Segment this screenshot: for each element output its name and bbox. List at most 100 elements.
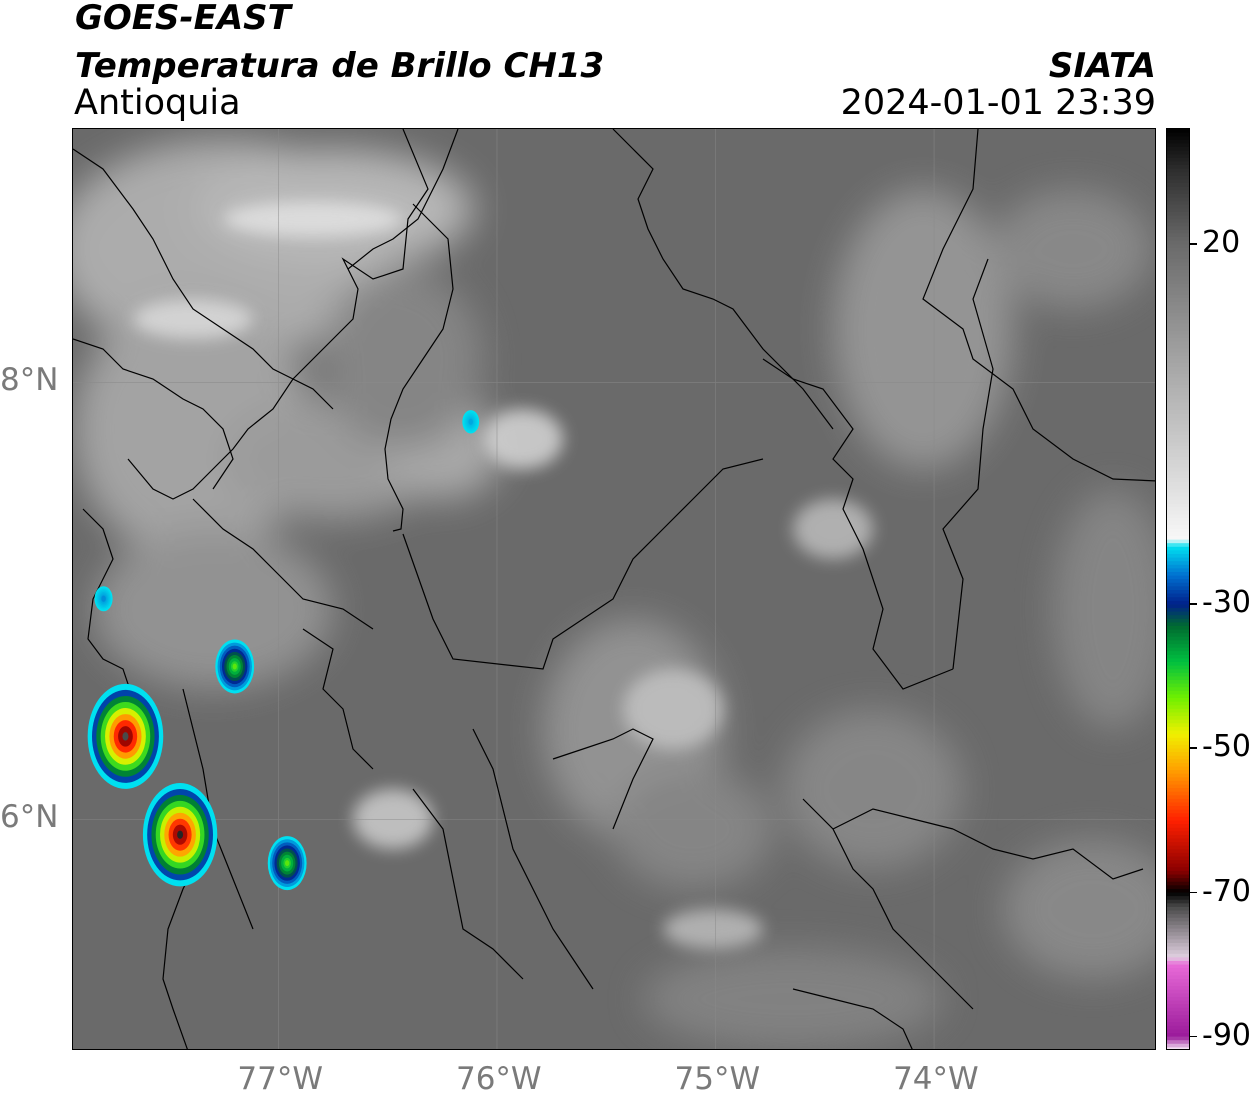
colorbar-segment xyxy=(1167,993,1189,998)
colorbar-segment xyxy=(1167,204,1189,210)
colorbar-segment xyxy=(1167,550,1189,555)
colorbar-segment xyxy=(1167,348,1189,354)
colorbar-segment xyxy=(1167,510,1189,516)
colorbar-segment xyxy=(1167,258,1189,264)
lon-tick-label: 74°W xyxy=(893,1061,979,1097)
convective-cell xyxy=(142,783,218,887)
colorbar-segment xyxy=(1167,777,1189,782)
colorbar-segment xyxy=(1167,1011,1189,1016)
colorbar-segment xyxy=(1167,557,1189,563)
colorbar-tick-label: 20 xyxy=(1202,225,1241,261)
colorbar-segment xyxy=(1167,352,1189,357)
colorbar-segment xyxy=(1167,471,1189,476)
colorbar-segment xyxy=(1167,517,1189,523)
colorbar-segment xyxy=(1167,521,1189,527)
colorbar-segment xyxy=(1167,845,1189,851)
colorbar-segment xyxy=(1167,147,1189,152)
colorbar-segment xyxy=(1167,910,1189,916)
colorbar-segment xyxy=(1167,788,1189,793)
colorbar-segment xyxy=(1167,820,1189,826)
colorbar-segment xyxy=(1167,460,1189,465)
colorbar-segment xyxy=(1167,208,1189,213)
colorbar-segment xyxy=(1167,658,1189,664)
colorbar-segment xyxy=(1167,298,1189,303)
colorbar-segment xyxy=(1167,388,1189,393)
colorbar-segment xyxy=(1167,287,1189,293)
convective-cell xyxy=(87,683,164,789)
cell-contour xyxy=(177,830,184,839)
colorbar-segment xyxy=(1167,892,1189,898)
colorbar-segment xyxy=(1167,179,1189,185)
temperature-colorbar xyxy=(1166,128,1190,1050)
colorbar-segment xyxy=(1167,708,1189,714)
colorbar-segment xyxy=(1167,784,1189,790)
colorbar-segment xyxy=(1167,888,1189,894)
colorbar-segment xyxy=(1167,172,1189,177)
colorbar-segment xyxy=(1167,568,1189,573)
colorbar-segment xyxy=(1167,773,1189,779)
colorbar-segment xyxy=(1167,215,1189,221)
colorbar-segment xyxy=(1167,1047,1189,1049)
colorbar-segment xyxy=(1167,312,1189,318)
colorbar-segment xyxy=(1167,611,1189,617)
colorbar-segment xyxy=(1167,878,1189,883)
colorbar-segment xyxy=(1167,535,1189,541)
colorbar-segment xyxy=(1167,139,1189,145)
colorbar-segment xyxy=(1167,712,1189,718)
colorbar-segment xyxy=(1167,269,1189,275)
colorbar-segment xyxy=(1167,986,1189,991)
colorbar-segment xyxy=(1167,867,1189,872)
colorbar-segment xyxy=(1167,935,1189,941)
colorbar-segment xyxy=(1167,1014,1189,1020)
colorbar-segment xyxy=(1167,813,1189,818)
colorbar-segment xyxy=(1167,586,1189,591)
colorbar-tick-label: -90 xyxy=(1202,1017,1251,1053)
colorbar-segment xyxy=(1167,816,1189,822)
colorbar-segment xyxy=(1167,456,1189,462)
colorbar-segment xyxy=(1167,622,1189,628)
colorbar-segment xyxy=(1167,744,1189,750)
lat-tick-label: 8°N xyxy=(0,362,59,399)
colorbar-segment xyxy=(1167,752,1189,757)
timestamp-label: 2024-01-01 23:39 xyxy=(840,83,1156,123)
colorbar-segment xyxy=(1167,478,1189,483)
colorbar-segment xyxy=(1167,1018,1189,1024)
colorbar-tick-label: -30 xyxy=(1202,585,1251,621)
colorbar-segment xyxy=(1167,971,1189,977)
colorbar-segment xyxy=(1167,939,1189,944)
colorbar-segment xyxy=(1167,309,1189,314)
colorbar-segment xyxy=(1167,964,1189,970)
colorbar-segment xyxy=(1167,687,1189,692)
colorbar-segment xyxy=(1167,1022,1189,1027)
colorbar-segment xyxy=(1167,496,1189,501)
colorbar-segment xyxy=(1167,316,1189,321)
colorbar-segment xyxy=(1167,294,1189,300)
colorbar-segment xyxy=(1167,186,1189,192)
colorbar-segment xyxy=(1167,683,1189,689)
colorbar-segment xyxy=(1167,716,1189,721)
colorbar-segment xyxy=(1167,564,1189,570)
colorbar-segment xyxy=(1167,849,1189,854)
colorbar-segment xyxy=(1167,626,1189,631)
colorbar-segment xyxy=(1167,734,1189,739)
colorbar-segment xyxy=(1167,644,1189,649)
colorbar-segment xyxy=(1167,1043,1189,1049)
colorbar-segment xyxy=(1167,445,1189,451)
colorbar-segment xyxy=(1167,219,1189,224)
colorbar-segment xyxy=(1167,1036,1189,1042)
colorbar-segment xyxy=(1167,161,1189,167)
product-title: Temperatura de Brillo CH13 xyxy=(75,46,605,86)
colorbar-segment xyxy=(1167,244,1189,249)
colorbar-segment xyxy=(1167,968,1189,973)
colorbar-segment xyxy=(1167,579,1189,584)
colorbar-segment xyxy=(1167,571,1189,577)
colorbar-segment xyxy=(1167,680,1189,685)
colorbar-segment xyxy=(1167,590,1189,595)
admin-boundaries xyxy=(127,129,1155,1049)
colorbar-segment xyxy=(1167,247,1189,253)
colorbar-segment xyxy=(1167,334,1189,339)
colorbar-segment xyxy=(1167,795,1189,800)
colorbar-segment xyxy=(1167,921,1189,926)
colorbar-segment xyxy=(1167,766,1189,772)
colorbar-segment xyxy=(1167,341,1189,347)
